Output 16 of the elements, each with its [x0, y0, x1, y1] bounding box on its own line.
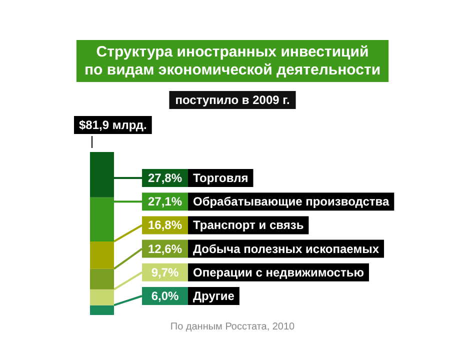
data-label: 12,6% — [148, 242, 182, 256]
text: По данным Росстата, 2010 — [170, 322, 296, 332]
legend-label: Транспорт и связь — [192, 218, 304, 232]
legend-label: Операции с недвижимостью — [192, 265, 364, 280]
data-label: 16,8% — [148, 218, 182, 232]
data-label: 6,0% — [151, 289, 179, 303]
legend-label: Другие — [192, 289, 235, 303]
text: Структура иностранных инвестиций по видам экономической деятельности — [84, 44, 381, 78]
legend-label: Торговля — [193, 171, 248, 185]
text: поступило в 2009 г. — [175, 93, 290, 107]
data-label: 27,8% — [148, 171, 182, 185]
legend-label: Обрабатывающие производства — [193, 194, 390, 209]
legend-label: Добыча полезных ископаемых — [193, 242, 380, 256]
data-label: 27,1% — [148, 194, 182, 209]
text: $81,9 млрд. — [79, 118, 147, 132]
data-label: 9,7% — [151, 265, 179, 280]
